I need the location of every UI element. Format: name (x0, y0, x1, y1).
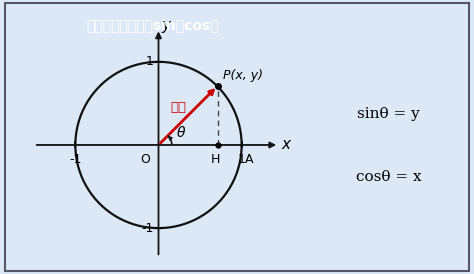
Text: y: y (162, 18, 171, 33)
Text: 1: 1 (237, 153, 246, 166)
Text: -1: -1 (69, 153, 82, 166)
Text: P(x, y): P(x, y) (222, 69, 263, 82)
Text: 1: 1 (146, 55, 154, 68)
Text: x: x (282, 138, 291, 152)
Text: sinθ = y: sinθ = y (357, 107, 420, 121)
Text: -1: -1 (141, 222, 154, 235)
Text: A: A (245, 153, 254, 166)
Text: 三角関数の定義（sin，cos）: 三角関数の定義（sin，cos） (87, 18, 219, 32)
Text: 動径: 動径 (170, 101, 186, 113)
Text: θ: θ (177, 126, 185, 140)
Text: O: O (140, 153, 150, 166)
Text: H: H (211, 153, 220, 166)
Text: cosθ = x: cosθ = x (356, 170, 421, 184)
